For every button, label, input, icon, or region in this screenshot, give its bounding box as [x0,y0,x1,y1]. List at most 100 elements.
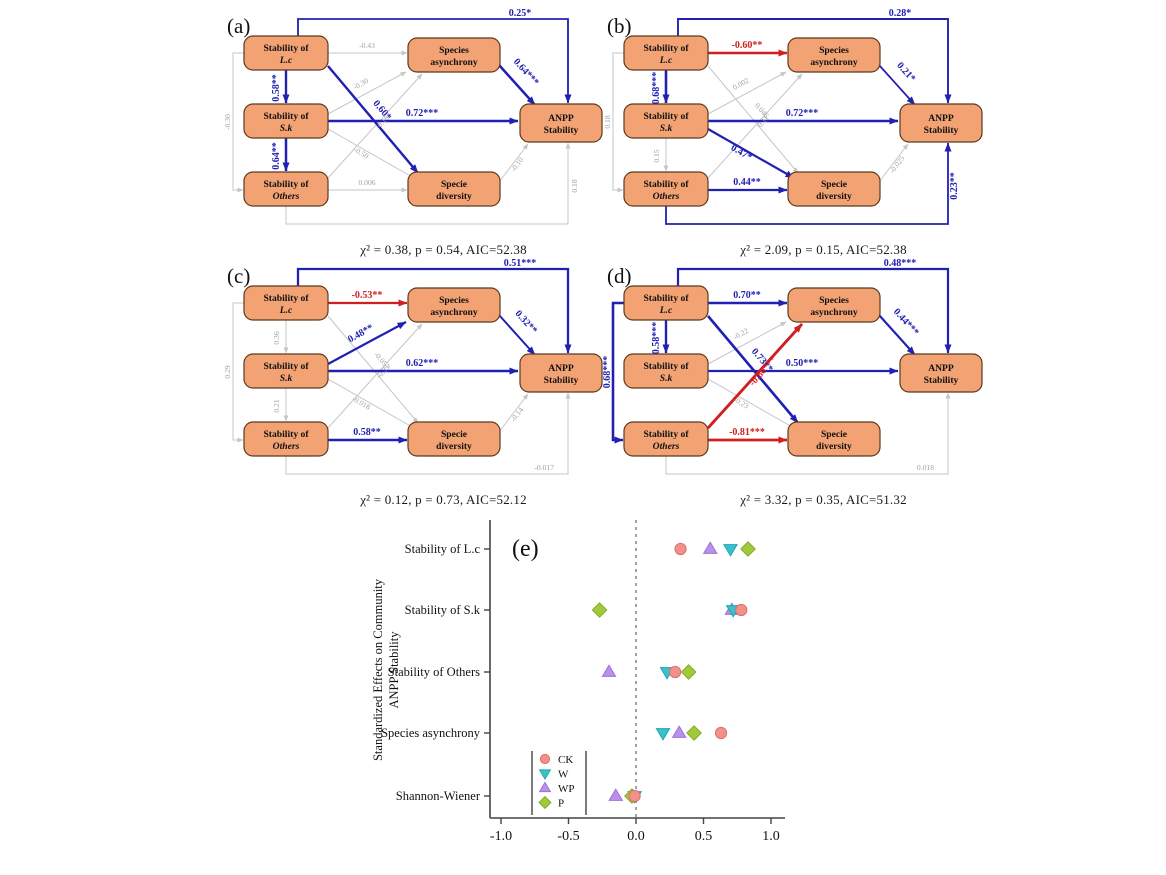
sem-coefficient-sk-anpp: 0.50*** [786,358,819,369]
panel-label-c: (c) [227,264,250,288]
category-label: Stability of L.c [405,542,481,556]
sem-box-sk: Stability ofS.k [243,103,329,139]
category-label: Stability of Others [388,665,480,679]
sem-box-rect-div [787,421,881,457]
sem-coefficient-lc-sk: 0.36 [272,331,281,344]
sem-box-rect-anpp [519,353,603,393]
sem-coefficient-lc-asy: 0.70** [733,290,761,301]
sem-box-lc: Stability ofL.c [243,285,329,321]
sem-path-lc-oth [611,301,624,444]
sem-box-label-line2: Stability [544,375,579,386]
sem-box-label-line1: Specie [441,429,468,440]
sem-box-label-line2: S.k [280,123,293,134]
sem-box-label-line1: Species [439,295,469,306]
sem-path-asy-anpp [878,314,916,356]
sem-box-label-line2: S.k [280,373,293,384]
sem-fit-stats-c: χ² = 0.12, p = 0.73, AIC=52.12 [360,492,527,507]
sem-coefficient-oth-anpp: 0.18 [570,179,579,192]
sem-path-oth-asy [327,73,423,179]
sem-box-label-line2: Stability [924,125,959,136]
sem-box-label-line2: L.c [279,55,293,66]
sem-box-rect-lc [243,35,329,71]
data-point-diamond [680,664,697,680]
legend: CK W WP P [531,751,587,815]
y-axis-title-line2: ANPP Stability [387,631,401,709]
sem-panel-a: Stability of L.c Stability of S.k Stability … [222,8,607,258]
sem-box-label-line1: Specie [441,179,468,190]
data-point-diamond [740,541,756,557]
x-tick-label: 0.0 [627,829,645,844]
sem-path-lc-anpp [676,267,952,354]
sem-path-lc-anpp [296,267,572,354]
sem-path-asy-anpp [498,64,536,106]
sem-coefficient-sk-div: -0.23 [732,395,750,411]
sem-coefficient-sk-oth: 0.15 [652,149,661,162]
sem-coefficient-lc-anpp: 0.28* [889,8,912,19]
sem-path-oth-asy [707,73,803,179]
sem-box-rect-sk [243,353,329,389]
sem-box-label-line2: L.c [659,305,673,316]
data-point-triangle-up [601,664,617,677]
sem-path-lc-div [706,315,800,424]
sem-path-asy-anpp [498,314,536,356]
panel-label-b: (b) [607,14,632,38]
sem-box-label-line2: Stability [924,375,959,386]
sem-box-label-line2: S.k [660,373,673,384]
data-point-triangle-down [723,544,738,557]
sem-box-rect-asy [407,37,501,73]
sem-path-lc-div [327,65,419,174]
x-tick-label: 1.0 [762,829,780,844]
sem-box-label-line1: Stability of [263,111,309,122]
sem-box-rect-anpp [519,103,603,143]
sem-box-label-line2: Others [653,191,680,202]
sem-box-lc: Stability ofL.c [623,285,709,321]
sem-path-sk-div [707,128,795,179]
sem-box-label-line1: ANPP [928,113,954,124]
sem-coefficient-lc-oth: 0.18 [603,115,612,128]
sem-box-lc: Stability ofL.c [623,35,709,71]
sem-fit-stats-a: χ² = 0.38, p = 0.54, AIC=52.38 [360,242,527,257]
sem-path-oth-anpp [665,392,951,475]
sem-box-rect-asy [787,287,881,323]
sem-box-label-line1: Stability of [643,43,689,54]
sem-panel-b: Stability of L.c Stability of S.k Stability … [602,8,987,258]
sem-box-label-line1: Specie [821,179,848,190]
sem-coefficient-lc-anpp: 0.48*** [884,258,917,269]
data-point-triangle-up [608,788,624,801]
sem-box-label-line1: Specie [821,429,848,440]
sem-path-oth-anpp [665,142,952,225]
sem-path-div-anpp [498,143,529,183]
x-tick-label: 0.5 [695,829,713,844]
sem-coefficient-oth-div: -0.81*** [729,427,765,438]
data-point-triangle-up [702,541,718,554]
scatter-panel-e: -1.0 -0.5 0.0 0.5 1.0 Stability of L.c Stabili… [336,508,816,868]
sem-coefficient-lc-oth: 0.68*** [602,356,613,389]
sem-coefficient-sk-div: 0.47* [729,142,754,163]
sem-coefficient-div-anpp: -0.14 [509,405,526,423]
sem-coefficient-sk-asy: -0.22 [732,326,750,342]
data-point-diamond [591,602,608,618]
sem-panel-d: Stability of L.c Stability of S.k Stability … [602,258,987,508]
sem-coefficient-div-anpp: -0.025 [888,154,907,175]
sem-coefficient-oth-div: 0.44** [733,177,761,188]
sem-box-label-line1: ANPP [548,363,574,374]
sem-coefficient-sk-oth: 0.64** [271,142,282,170]
sem-diagram-mount-d: Stability of L.c Stability of S.k Stability … [602,258,987,491]
sem-box-rect-div [407,171,501,207]
series-CK [628,542,748,803]
sem-path-oth-asy [327,323,423,429]
sem-box-label-line1: Stability of [263,179,309,190]
sem-box-lc: Stability ofL.c [243,35,329,71]
sem-coefficient-lc-sk: 0.58*** [651,322,662,355]
sem-box-label-line2: asynchrony [430,307,477,318]
sem-coefficient-lc-asy: -0.53** [352,290,383,301]
panel-label-e: (e) [512,536,539,562]
sem-box-rect-oth [243,421,329,457]
sem-box-rect-sk [623,353,709,389]
